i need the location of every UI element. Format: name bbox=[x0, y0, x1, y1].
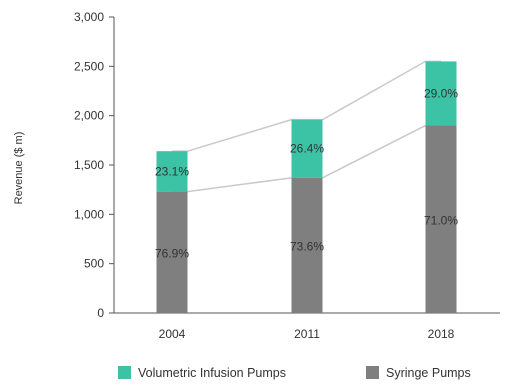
bar-segment-volumetric-infusion-pumps bbox=[156, 151, 188, 192]
bar-segment-label: 23.1% bbox=[155, 164, 189, 178]
legend-label: Volumetric Infusion Pumps bbox=[138, 366, 286, 380]
x-tick-labels: 2004 2011 2018 bbox=[159, 327, 455, 341]
x-tick-label: 2011 bbox=[294, 327, 320, 341]
segment-labels: 76.9% 23.1% 73.6% 26.4% 71.0% 29.0% bbox=[155, 86, 458, 260]
bar-segment-volumetric-infusion-pumps bbox=[291, 119, 323, 178]
x-tick-label: 2004 bbox=[159, 327, 186, 341]
y-tick-label: 2,000 bbox=[74, 109, 104, 123]
bar-segment-volumetric-infusion-pumps bbox=[425, 61, 457, 126]
y-tick-label: 0 bbox=[97, 306, 104, 320]
axes: 0 500 1,000 1,500 2,000 2,500 3,000 bbox=[74, 10, 500, 320]
y-tick-label: 1,500 bbox=[74, 158, 104, 172]
bar-segment-syringe-pumps bbox=[291, 177, 323, 313]
legend-swatch bbox=[118, 366, 131, 379]
bars bbox=[156, 61, 457, 314]
bar-segment-label: 73.6% bbox=[290, 239, 324, 253]
y-tick-label: 2,500 bbox=[74, 59, 104, 73]
bar-segment-syringe-pumps bbox=[156, 191, 188, 313]
legend-label: Syringe Pumps bbox=[386, 366, 471, 380]
bar-segment-syringe-pumps bbox=[425, 125, 457, 314]
legend-swatch bbox=[366, 366, 379, 379]
y-axis-label: Revenue ($ m) bbox=[13, 132, 25, 205]
bar-segment-label: 76.9% bbox=[155, 246, 189, 260]
legend: Volumetric Infusion Pumps Syringe Pumps bbox=[118, 366, 471, 380]
bar-segment-label: 29.0% bbox=[424, 86, 458, 100]
y-tick-label: 1,000 bbox=[74, 207, 104, 221]
x-tick-label: 2018 bbox=[428, 327, 455, 341]
bar-segment-label: 71.0% bbox=[424, 213, 458, 227]
y-tick-label: 3,000 bbox=[74, 10, 104, 24]
y-tick-label: 500 bbox=[84, 257, 104, 271]
bar-segment-label: 26.4% bbox=[290, 142, 324, 156]
